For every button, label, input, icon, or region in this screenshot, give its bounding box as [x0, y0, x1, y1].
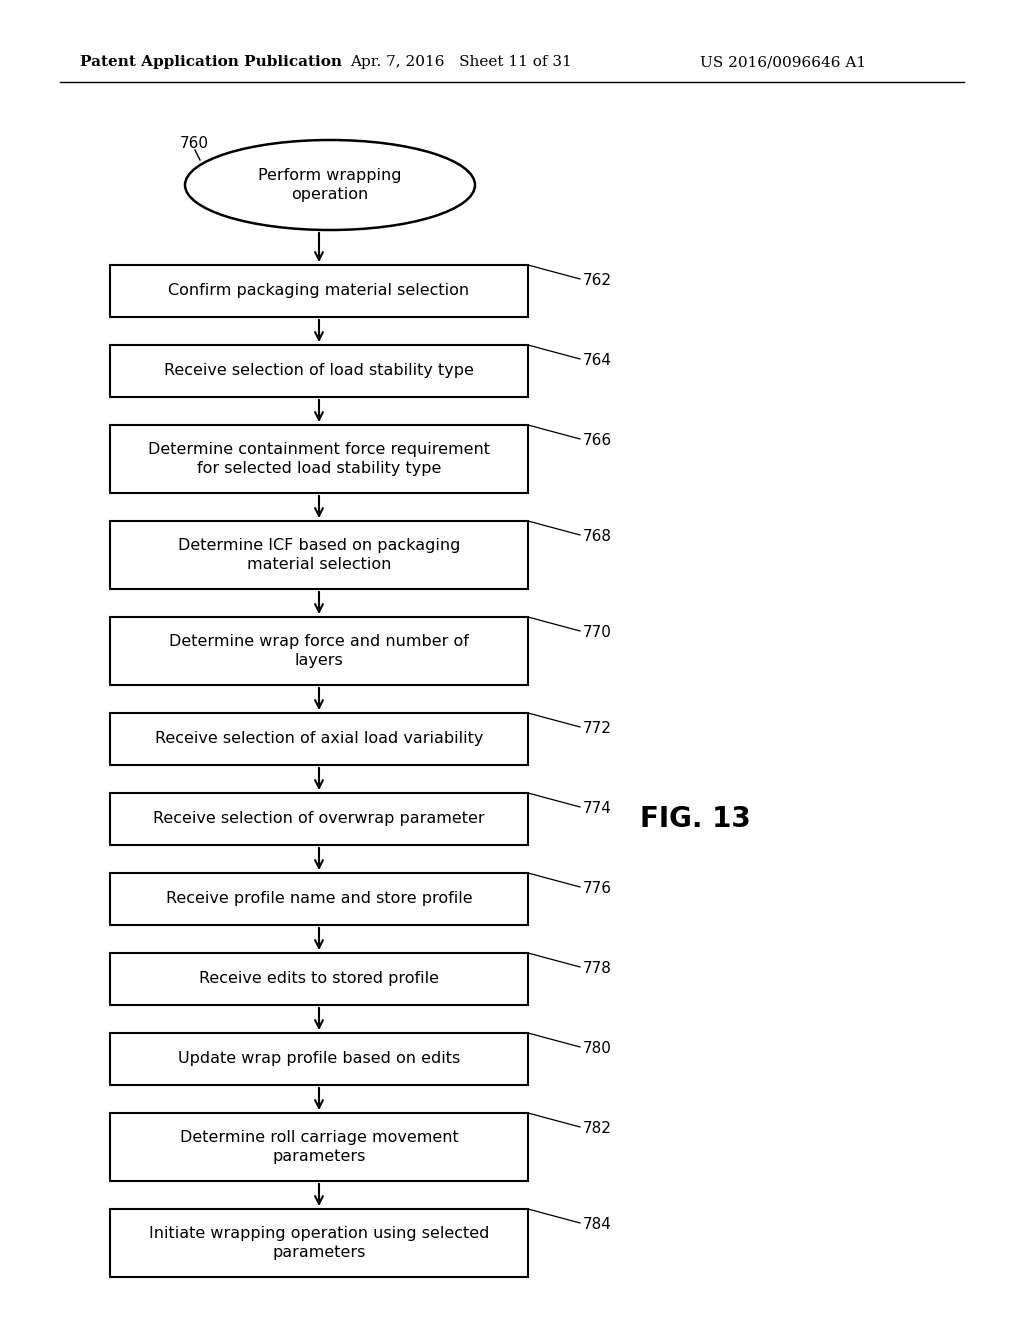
- Text: 782: 782: [583, 1121, 612, 1137]
- FancyBboxPatch shape: [110, 616, 528, 685]
- FancyBboxPatch shape: [110, 873, 528, 925]
- Text: Update wrap profile based on edits: Update wrap profile based on edits: [178, 1052, 460, 1067]
- Text: Patent Application Publication: Patent Application Publication: [80, 55, 342, 69]
- Text: 764: 764: [583, 352, 612, 368]
- FancyBboxPatch shape: [110, 713, 528, 766]
- Text: Perform wrapping
operation: Perform wrapping operation: [258, 168, 401, 202]
- Text: Receive selection of overwrap parameter: Receive selection of overwrap parameter: [154, 812, 484, 826]
- FancyBboxPatch shape: [110, 425, 528, 492]
- FancyBboxPatch shape: [110, 1034, 528, 1085]
- FancyBboxPatch shape: [110, 265, 528, 317]
- Text: Receive edits to stored profile: Receive edits to stored profile: [199, 972, 439, 986]
- Text: Initiate wrapping operation using selected
parameters: Initiate wrapping operation using select…: [148, 1225, 489, 1261]
- Text: 776: 776: [583, 880, 612, 896]
- Text: US 2016/0096646 A1: US 2016/0096646 A1: [700, 55, 866, 69]
- Text: Determine ICF based on packaging
material selection: Determine ICF based on packaging materia…: [178, 537, 460, 573]
- Text: 762: 762: [583, 273, 612, 288]
- Text: 768: 768: [583, 529, 612, 544]
- Text: 772: 772: [583, 721, 612, 737]
- Text: Determine roll carriage movement
parameters: Determine roll carriage movement paramet…: [179, 1130, 459, 1164]
- Text: Determine containment force requirement
for selected load stability type: Determine containment force requirement …: [148, 442, 490, 477]
- Text: Confirm packaging material selection: Confirm packaging material selection: [168, 284, 470, 298]
- Text: Determine wrap force and number of
layers: Determine wrap force and number of layer…: [169, 634, 469, 668]
- FancyBboxPatch shape: [110, 1113, 528, 1181]
- Text: Apr. 7, 2016   Sheet 11 of 31: Apr. 7, 2016 Sheet 11 of 31: [350, 55, 571, 69]
- Text: Receive selection of axial load variability: Receive selection of axial load variabil…: [155, 731, 483, 747]
- Text: 778: 778: [583, 961, 612, 975]
- Text: 760: 760: [180, 136, 209, 150]
- Text: 780: 780: [583, 1041, 612, 1056]
- Text: 774: 774: [583, 801, 612, 816]
- FancyBboxPatch shape: [110, 953, 528, 1005]
- Text: Receive profile name and store profile: Receive profile name and store profile: [166, 891, 472, 907]
- FancyBboxPatch shape: [110, 793, 528, 845]
- FancyBboxPatch shape: [110, 345, 528, 397]
- Text: 784: 784: [583, 1217, 612, 1232]
- Text: Receive selection of load stability type: Receive selection of load stability type: [164, 363, 474, 379]
- Text: 766: 766: [583, 433, 612, 447]
- Text: FIG. 13: FIG. 13: [640, 805, 751, 833]
- FancyBboxPatch shape: [110, 521, 528, 589]
- Text: 770: 770: [583, 624, 612, 640]
- FancyBboxPatch shape: [110, 1209, 528, 1276]
